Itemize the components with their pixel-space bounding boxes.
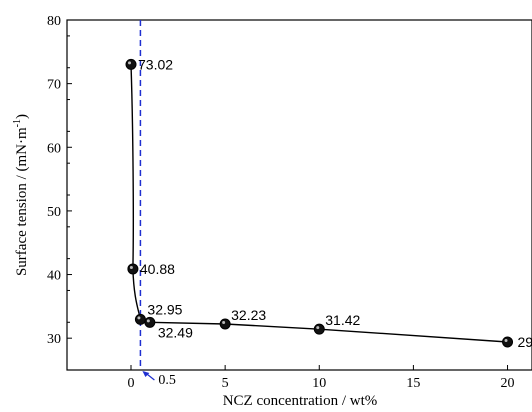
y-axis-title: Surface tension / (mN·m-1) [12,114,30,276]
y-axis-title-main: Surface tension / (mN·m [14,127,30,276]
data-point-highlight [129,265,133,269]
series-line [130,64,508,343]
data-point [219,318,231,330]
data-label: 29.4 [518,334,532,350]
data-label: 40.88 [140,261,175,277]
data-point-highlight [137,316,141,320]
data-label: 32.23 [231,307,266,323]
data-label: 31.42 [325,312,360,328]
y-tick-label: 40 [47,269,61,284]
x-axis-title: NCZ concentration / wt% [223,393,378,409]
data-label: 32.49 [158,324,193,340]
data-label: 73.02 [138,56,173,72]
data-point-highlight [128,61,132,65]
y-tick-label: 80 [47,14,61,29]
x-tick-label: 20 [501,376,515,391]
x-tick-label: 5 [222,376,229,391]
data-point [144,316,156,328]
data-point-highlight [146,319,150,323]
y-tick-label: 30 [47,332,61,347]
data-point-highlight [504,339,508,342]
y-tick-label: 70 [47,78,61,93]
data-point [134,313,146,325]
y-tick-label: 50 [47,205,61,220]
x-tick-label: 0 [128,376,135,391]
x-tick-label: 15 [406,376,420,391]
threshold-label: 0.5 [158,373,176,388]
x-tick-label: 10 [312,376,326,391]
data-point [313,323,325,335]
data-point [125,58,137,70]
y-tick-label: 60 [47,141,61,156]
y-axis-title-sup: -1 [12,119,23,127]
data-point [127,263,139,275]
threshold-arrow-head [142,371,150,377]
data-label: 32.95 [147,301,182,317]
data-point-highlight [316,326,320,330]
data-point [502,336,514,348]
data-point-highlight [222,320,226,324]
y-axis-title-tail: ) [14,114,30,119]
